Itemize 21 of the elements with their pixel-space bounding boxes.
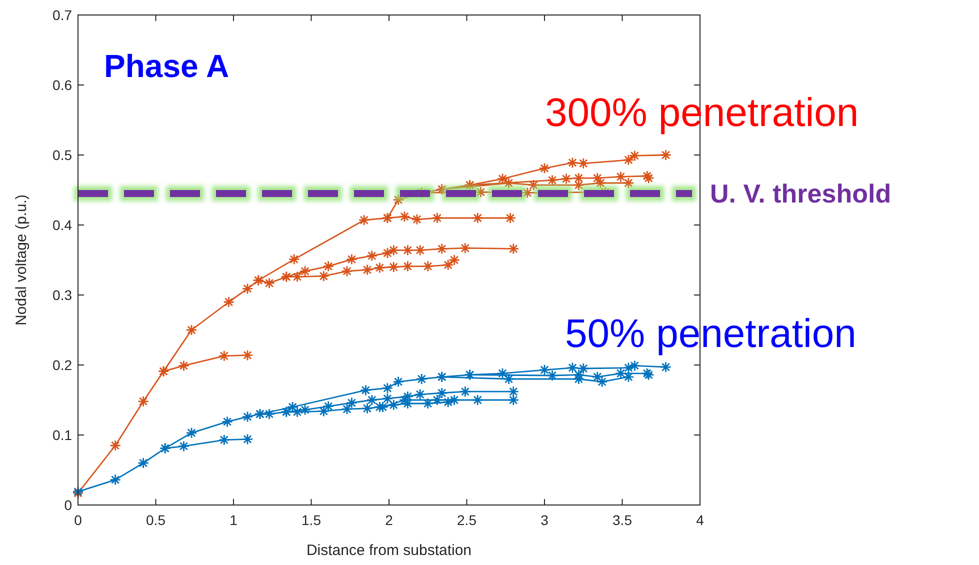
y-tick-label: 0.1: [52, 427, 72, 443]
x-tick-label: 3: [540, 512, 549, 528]
x-tick-label: 2.5: [457, 512, 477, 528]
y-tick-label: 0.5: [52, 147, 72, 163]
y-axis-title: Nodal voltage (p.u.): [13, 194, 30, 326]
x-tick-label: 4: [696, 512, 704, 528]
x-tick-label: 1: [230, 512, 238, 528]
x-tick-label: 1.5: [302, 512, 322, 528]
y-tick-label: 0.4: [52, 217, 72, 233]
x-tick-label: 2: [385, 512, 394, 528]
x-axis-title: Distance from substation: [306, 542, 472, 559]
ref-line-label: U. V. threshold: [710, 178, 892, 208]
y-tick-label: 0.2: [52, 357, 72, 373]
y-tick-label: 0: [64, 497, 72, 513]
x-tick-label: 0: [74, 512, 82, 528]
y-tick-label: 0.6: [52, 77, 72, 93]
x-tick-label: 0.5: [146, 512, 166, 528]
x-tick-label: 3.5: [612, 512, 632, 528]
y-tick-label: 0.3: [52, 287, 72, 303]
annotation: Phase A: [104, 48, 230, 84]
y-tick-label: 0.7: [52, 7, 72, 23]
